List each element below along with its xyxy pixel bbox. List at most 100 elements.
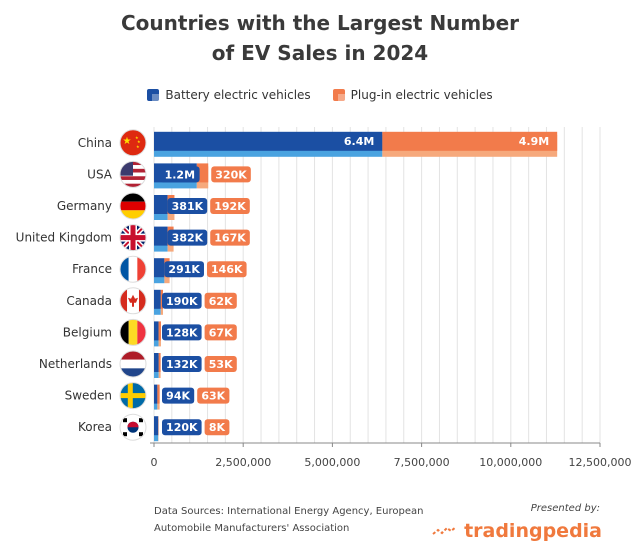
bev-value-label-bg <box>162 419 202 436</box>
flag-fill <box>120 319 146 346</box>
flag-part <box>120 193 146 202</box>
category-label: Canada <box>66 294 112 308</box>
phev-value-label-bg <box>204 356 237 372</box>
legend-label-phev: Plug-in electric vehicles <box>350 88 493 102</box>
category-label: Sweden <box>65 389 112 403</box>
category-label: United Kingdom <box>16 231 112 245</box>
flag-part <box>137 256 146 283</box>
bev-value-label-bg <box>162 356 202 372</box>
flag-part <box>120 210 146 219</box>
trigram <box>123 418 127 423</box>
flag-part <box>120 176 146 180</box>
legend: Battery electric vehicles Plug-in electr… <box>0 88 640 102</box>
bev-bar <box>154 384 158 404</box>
x-tick-label: 12,500,000 <box>569 456 632 469</box>
maple-leaf <box>128 294 138 307</box>
netherlands-flag-icon <box>119 350 147 378</box>
chart-title-line2: of EV Sales in 2024 <box>211 41 429 65</box>
flag-part <box>120 359 146 369</box>
germany-flag-icon <box>119 192 147 220</box>
flag-part <box>120 183 146 188</box>
category-label: France <box>72 262 112 276</box>
canada-flag-icon <box>119 287 147 315</box>
usa-flag-icon <box>119 160 147 188</box>
phev-bar <box>158 321 161 341</box>
bev-value-label: 382K <box>172 232 204 245</box>
flag-fill <box>120 351 146 377</box>
legend-item-bev: Battery electric vehicles <box>147 88 311 102</box>
trigram <box>123 432 127 437</box>
bev-value-label: 1.2M <box>165 168 195 181</box>
phev-value-label-bg <box>211 166 251 183</box>
bev-bar <box>154 416 159 436</box>
flag-part <box>128 319 138 346</box>
phev-bar <box>157 384 160 404</box>
phev-value-label-bg <box>204 324 237 341</box>
flag-part <box>120 319 129 346</box>
tradingpedia-logo: tradingpedia <box>432 520 602 542</box>
presented-by: Presented by: <box>530 503 600 514</box>
bev-value-label: 120K <box>166 421 198 434</box>
trigram <box>139 432 143 437</box>
flag-fill <box>120 256 146 283</box>
flag-part <box>120 201 146 211</box>
flag-part <box>120 235 146 241</box>
flag-border <box>119 129 147 157</box>
flag-fill <box>120 161 146 188</box>
phev-value-label-bg <box>204 292 237 309</box>
phev-bar <box>158 353 161 372</box>
france-flag-icon <box>119 255 147 283</box>
legend-swatch-phev <box>332 89 345 101</box>
x-tick-label: 10,000,000 <box>479 456 542 469</box>
flag-fill: ★ ★★★ <box>120 129 146 156</box>
bev-value-label-bg <box>167 229 208 246</box>
flag-part <box>120 287 128 314</box>
x-tick-label: 0 <box>151 456 158 469</box>
data-source-line2: Automobile Manufacturers' Association <box>154 523 350 534</box>
category-label: USA <box>87 167 113 181</box>
phev-value-label: 67K <box>209 326 233 339</box>
flag-part <box>120 368 146 377</box>
bev-value-label: 128K <box>166 326 198 339</box>
bev-bar <box>154 321 159 341</box>
phev-value-label: 4.9M <box>519 135 549 148</box>
flag-part <box>128 256 138 283</box>
category-label: Belgium <box>63 325 112 339</box>
bev-value-label-bg <box>162 292 202 309</box>
phev-value-label-bg <box>204 419 230 436</box>
phev-value-label: 62K <box>209 295 233 308</box>
flag-border <box>119 192 147 220</box>
bev-bar <box>154 258 165 278</box>
flag-part <box>120 393 146 399</box>
flag-star: ★ <box>135 135 139 140</box>
flag-border <box>119 350 147 378</box>
phev-value-label: 192K <box>214 200 246 213</box>
bev-value-label: 94K <box>166 390 190 403</box>
brand-name: tradingpedia <box>464 520 602 542</box>
flag-part <box>137 319 146 346</box>
flag-fill <box>120 382 146 409</box>
korea-flag-icon <box>119 413 147 441</box>
bev-bar <box>154 226 168 246</box>
trend-line-icon <box>432 526 457 535</box>
flag-star: ★ <box>137 139 141 144</box>
bev-value-label: 381K <box>172 200 204 213</box>
legend-swatch-bev <box>147 89 160 101</box>
bev-bar <box>154 195 168 214</box>
uk-flag-icon <box>119 224 147 252</box>
chart-title: Countries with the Largest Number of EV … <box>0 8 640 68</box>
phev-value-label: 8K <box>209 421 226 434</box>
phev-value-label-bg <box>197 387 230 404</box>
category-label: China <box>78 136 112 150</box>
flag-border <box>119 255 147 283</box>
flag-border <box>119 318 147 346</box>
phev-value-label: 320K <box>215 168 247 181</box>
phev-bar <box>196 163 209 183</box>
flag-fill <box>120 414 146 441</box>
legend-label-bev: Battery electric vehicles <box>165 88 311 102</box>
flag-part <box>138 287 146 314</box>
flag-part <box>120 351 146 360</box>
flag-star: ★ <box>136 144 140 149</box>
phev-value-label: 53K <box>209 358 233 371</box>
